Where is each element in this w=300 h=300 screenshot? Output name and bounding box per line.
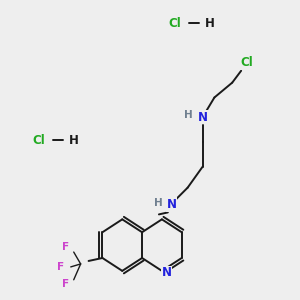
Text: H: H [69,134,79,147]
Text: F: F [62,279,69,289]
Text: Cl: Cl [241,56,254,69]
Text: H: H [154,197,162,208]
Text: N: N [197,111,208,124]
Text: Cl: Cl [33,134,45,147]
Text: F: F [57,262,64,272]
Text: F: F [62,242,69,252]
Text: H: H [205,17,214,30]
Text: N: N [167,198,177,211]
Text: H: H [184,110,193,120]
Text: N: N [162,266,172,279]
Text: Cl: Cl [168,17,181,30]
